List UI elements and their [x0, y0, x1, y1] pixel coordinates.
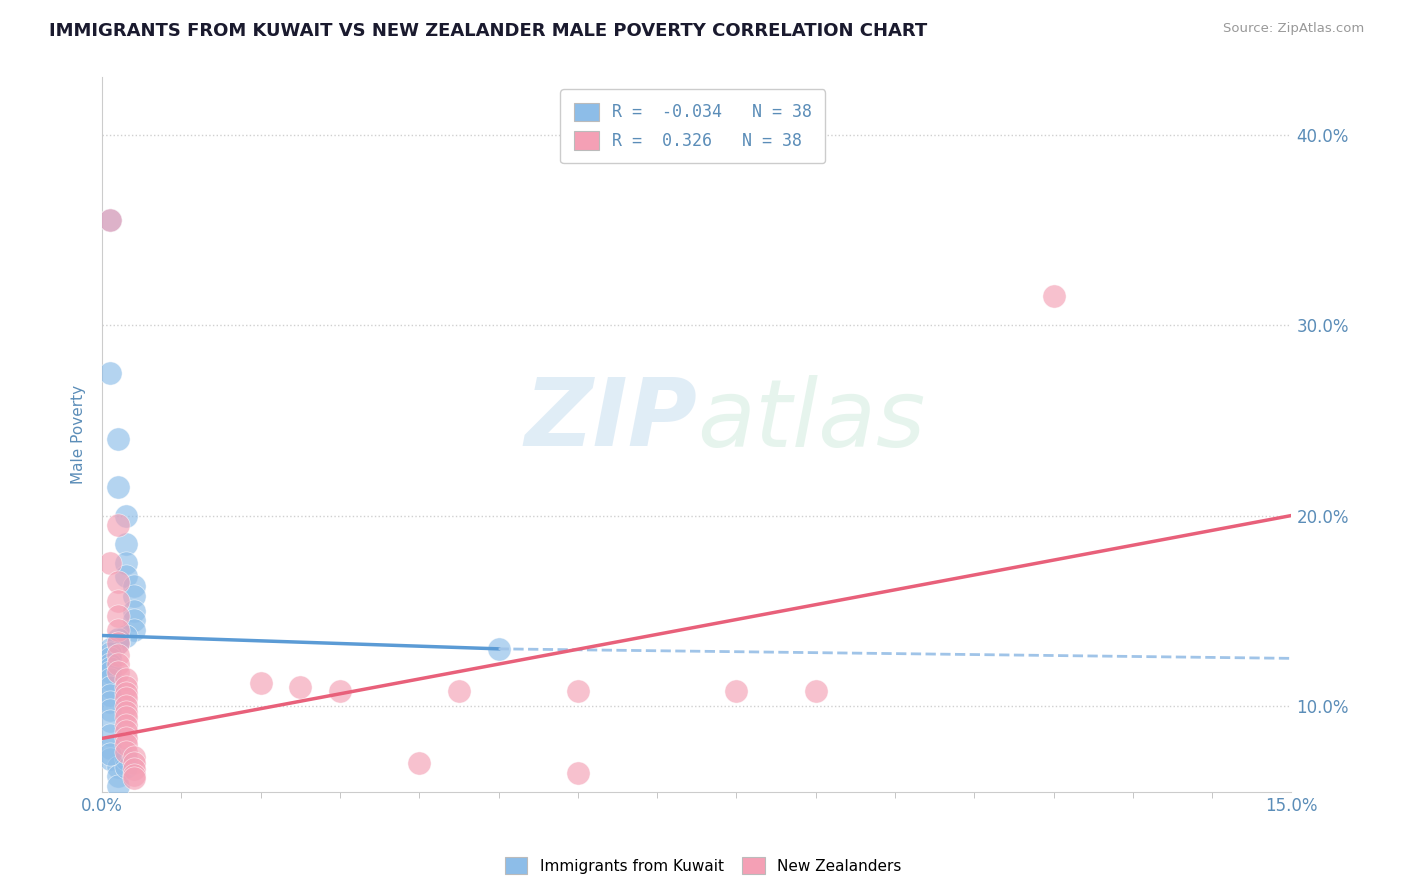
Legend: R =  -0.034   N = 38, R =  0.326   N = 38: R = -0.034 N = 38, R = 0.326 N = 38 [560, 89, 825, 163]
Point [98, 661, 121, 675]
Point [122, 756, 145, 771]
Point [567, 765, 589, 780]
Point [115, 718, 138, 732]
Point [115, 745, 138, 759]
Point [115, 556, 138, 570]
Point [98, 213, 121, 227]
Legend: Immigrants from Kuwait, New Zealanders: Immigrants from Kuwait, New Zealanders [498, 851, 908, 880]
Point [98, 695, 121, 709]
Point [107, 665, 129, 679]
Point [98, 680, 121, 694]
Point [115, 731, 138, 746]
Point [115, 760, 138, 774]
Point [98, 703, 121, 717]
Point [98, 556, 121, 570]
Point [122, 623, 145, 637]
Point [329, 683, 352, 698]
Point [107, 632, 129, 647]
Point [725, 683, 748, 698]
Point [98, 740, 121, 755]
Point [107, 648, 129, 662]
Point [115, 569, 138, 583]
Point [115, 537, 138, 551]
Point [98, 657, 121, 671]
Point [408, 756, 430, 771]
Text: IMMIGRANTS FROM KUWAIT VS NEW ZEALANDER MALE POVERTY CORRELATION CHART: IMMIGRANTS FROM KUWAIT VS NEW ZEALANDER … [49, 22, 928, 40]
Point [98, 366, 121, 380]
Point [107, 518, 129, 533]
Point [290, 680, 312, 694]
Point [107, 609, 129, 624]
Point [98, 641, 121, 656]
Point [488, 641, 510, 656]
Point [98, 673, 121, 687]
Point [122, 579, 145, 593]
Point [122, 762, 145, 776]
Point [122, 767, 145, 781]
Point [115, 737, 138, 751]
Point [107, 657, 129, 671]
Point [98, 651, 121, 665]
Point [122, 604, 145, 618]
Point [98, 646, 121, 660]
Point [122, 772, 145, 786]
Point [115, 723, 138, 738]
Point [107, 636, 129, 650]
Point [115, 673, 138, 687]
Y-axis label: Male Poverty: Male Poverty [72, 385, 86, 484]
Point [115, 686, 138, 700]
Point [115, 752, 138, 766]
Point [115, 691, 138, 706]
Point [249, 676, 271, 690]
Point [107, 623, 129, 637]
Point [122, 750, 145, 764]
Point [98, 213, 121, 227]
Point [107, 769, 129, 783]
Point [804, 683, 827, 698]
Point [98, 747, 121, 761]
Point [98, 714, 121, 729]
Point [1042, 289, 1064, 303]
Point [115, 698, 138, 713]
Point [115, 628, 138, 642]
Point [115, 710, 138, 724]
Text: atlas: atlas [697, 375, 925, 466]
Point [98, 727, 121, 741]
Point [122, 613, 145, 627]
Point [107, 594, 129, 608]
Point [107, 779, 129, 793]
Point [107, 433, 129, 447]
Point [98, 688, 121, 702]
Point [122, 589, 145, 603]
Point [107, 480, 129, 494]
Text: Source: ZipAtlas.com: Source: ZipAtlas.com [1223, 22, 1364, 36]
Point [98, 752, 121, 766]
Point [115, 508, 138, 523]
Point [107, 760, 129, 774]
Point [107, 575, 129, 590]
Point [115, 705, 138, 719]
Text: ZIP: ZIP [524, 375, 697, 467]
Point [567, 683, 589, 698]
Point [115, 680, 138, 694]
Point [107, 636, 129, 650]
Point [98, 665, 121, 679]
Point [447, 683, 470, 698]
